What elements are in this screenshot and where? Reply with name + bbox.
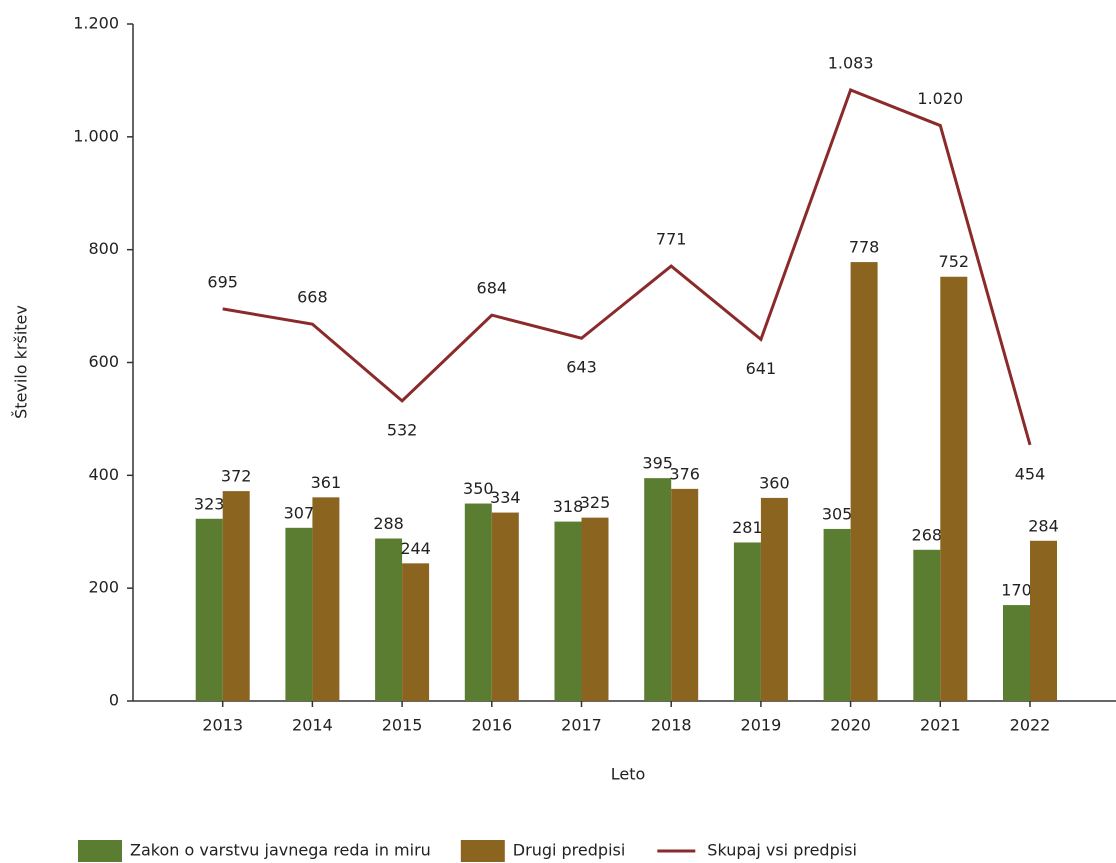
bar — [464, 503, 492, 701]
line — [222, 88, 1032, 446]
x-tick-label: 2020 — [830, 716, 871, 735]
line-value-label: 695 — [207, 272, 238, 291]
bar-value-label: 778 — [849, 238, 880, 257]
x-tick-label: 2018 — [651, 716, 692, 735]
y-tick-label: 1.200 — [73, 14, 119, 33]
bar-value-label: 288 — [373, 514, 404, 533]
bar — [823, 528, 851, 701]
line-value-label: 641 — [746, 359, 777, 378]
legend-swatch — [460, 840, 505, 862]
bar-value-label: 350 — [463, 479, 494, 498]
bar-value-label: 334 — [490, 488, 521, 507]
y-tick-label: 1.000 — [73, 126, 119, 145]
y-tick-label: 400 — [88, 465, 119, 484]
bar — [733, 542, 761, 701]
bar-value-label: 268 — [912, 525, 943, 544]
bar — [850, 262, 878, 701]
line-value-label: 643 — [566, 358, 597, 377]
bar — [940, 276, 968, 701]
y-tick-label: 200 — [88, 578, 119, 597]
bar-value-label: 360 — [759, 473, 790, 492]
bar — [222, 491, 250, 701]
bar — [285, 527, 313, 701]
bar-value-label: 395 — [642, 454, 673, 473]
x-tick-label: 2021 — [920, 716, 961, 735]
legend-label: Zakon o varstvu javnega reda in miru — [130, 841, 431, 860]
bar — [1030, 540, 1057, 701]
bar — [760, 497, 788, 701]
line-value-label: 1.020 — [917, 89, 963, 108]
line-value-label: 532 — [387, 420, 418, 439]
bar-value-label: 752 — [939, 252, 970, 271]
y-tick-label: 600 — [88, 352, 119, 371]
y-axis-label: Število kršitev — [12, 305, 31, 419]
line-value-label: 1.083 — [828, 54, 874, 73]
x-tick-label: 2022 — [1010, 716, 1051, 735]
bar-value-label: 307 — [284, 503, 315, 522]
bar — [375, 538, 403, 701]
bar-value-label: 318 — [553, 497, 584, 516]
bar — [581, 517, 609, 701]
line-value-label: 684 — [477, 279, 508, 298]
x-tick-label: 2013 — [202, 716, 243, 735]
bar-value-label: 281 — [732, 518, 763, 537]
x-axis-label: Leto — [611, 765, 646, 784]
bar-value-label: 376 — [669, 464, 700, 483]
line-value-label: 771 — [656, 230, 687, 249]
legend-label: Drugi predpisi — [513, 841, 626, 860]
x-tick-label: 2019 — [741, 716, 782, 735]
bar — [671, 488, 699, 701]
bar-value-label: 325 — [580, 493, 611, 512]
x-tick-label: 2017 — [561, 716, 602, 735]
line-value-label: 668 — [297, 288, 328, 307]
bar-value-label: 244 — [400, 539, 431, 558]
bar — [1003, 605, 1030, 701]
bar — [644, 478, 672, 701]
bar — [913, 549, 941, 701]
bar — [491, 512, 519, 701]
x-tick-label: 2014 — [292, 716, 333, 735]
x-tick-label: 2015 — [382, 716, 423, 735]
bar-value-label: 305 — [822, 504, 853, 523]
x-tick-label: 2016 — [471, 716, 512, 735]
bar — [402, 563, 430, 701]
bar-value-label: 372 — [221, 467, 252, 486]
line-value-label: 454 — [1015, 464, 1046, 483]
bar — [312, 497, 340, 701]
bar-value-label: 323 — [194, 494, 225, 513]
y-tick-label: 800 — [88, 239, 119, 258]
bar-value-label: 361 — [311, 473, 342, 492]
bar — [554, 521, 582, 701]
bar — [195, 518, 223, 701]
bar-value-label: 170 — [1001, 581, 1032, 600]
bar-value-label: 284 — [1028, 516, 1059, 535]
legend-label: Skupaj vsi predpisi — [707, 841, 857, 860]
y-tick-label: 0 — [109, 691, 119, 710]
legend-swatch — [78, 840, 122, 862]
